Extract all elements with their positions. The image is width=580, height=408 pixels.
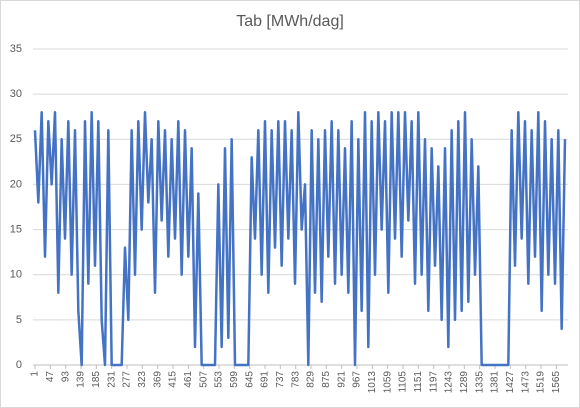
x-tick-label: 1 bbox=[30, 371, 41, 377]
x-tick-label: 1335 bbox=[474, 371, 485, 394]
x-tick-label: 1381 bbox=[490, 371, 501, 394]
data-line bbox=[33, 110, 567, 367]
y-tick-label: 10 bbox=[10, 269, 22, 281]
x-tick-label: 1059 bbox=[382, 371, 393, 394]
x-tick-label: 231 bbox=[106, 371, 117, 388]
x-tick-label: 139 bbox=[76, 371, 87, 388]
x-tick-label: 645 bbox=[244, 371, 255, 388]
x-tick-label: 323 bbox=[137, 371, 148, 388]
x-tick-label: 783 bbox=[290, 371, 301, 388]
x-tick-label: 507 bbox=[198, 371, 209, 388]
y-tick-label: 25 bbox=[10, 133, 22, 145]
y-tick-label: 30 bbox=[10, 88, 22, 100]
x-tick-label: 1013 bbox=[367, 371, 378, 394]
x-tick-label: 415 bbox=[168, 371, 179, 388]
x-tick-label: 1427 bbox=[505, 371, 516, 394]
x-tick-label: 829 bbox=[306, 371, 317, 388]
x-tick-label: 1197 bbox=[428, 371, 439, 393]
x-tick-label: 967 bbox=[352, 371, 363, 388]
x-tick-label: 1473 bbox=[520, 371, 531, 394]
x-tick-label: 47 bbox=[45, 371, 56, 383]
x-tick-label: 921 bbox=[336, 371, 347, 388]
y-tick-label: 5 bbox=[16, 314, 22, 326]
x-tick-label: 277 bbox=[122, 371, 133, 388]
y-tick-label: 0 bbox=[16, 359, 22, 371]
y-tick-label: 35 bbox=[10, 43, 22, 55]
x-tick-label: 93 bbox=[60, 371, 71, 383]
x-tick-label: 737 bbox=[275, 371, 286, 388]
x-tick-label: 461 bbox=[183, 371, 194, 388]
x-tick-label: 1243 bbox=[444, 371, 455, 394]
x-tick-label: 691 bbox=[260, 371, 271, 388]
x-tick-label: 1289 bbox=[459, 371, 470, 394]
x-tick-label: 1151 bbox=[413, 371, 424, 393]
x-tick-label: 875 bbox=[321, 371, 332, 388]
y-tick-label: 15 bbox=[10, 223, 22, 235]
x-tick-label: 1565 bbox=[551, 371, 562, 394]
x-tick-label: 553 bbox=[214, 371, 225, 388]
x-tick-label: 1105 bbox=[398, 371, 409, 393]
x-tick-label: 185 bbox=[91, 371, 102, 388]
chart-title: Tab [MWh/dag] bbox=[236, 13, 344, 30]
y-tick-label: 20 bbox=[10, 178, 22, 190]
x-tick-label: 1519 bbox=[536, 371, 547, 394]
x-tick-label: 599 bbox=[229, 371, 240, 388]
x-tick-label: 369 bbox=[152, 371, 163, 388]
